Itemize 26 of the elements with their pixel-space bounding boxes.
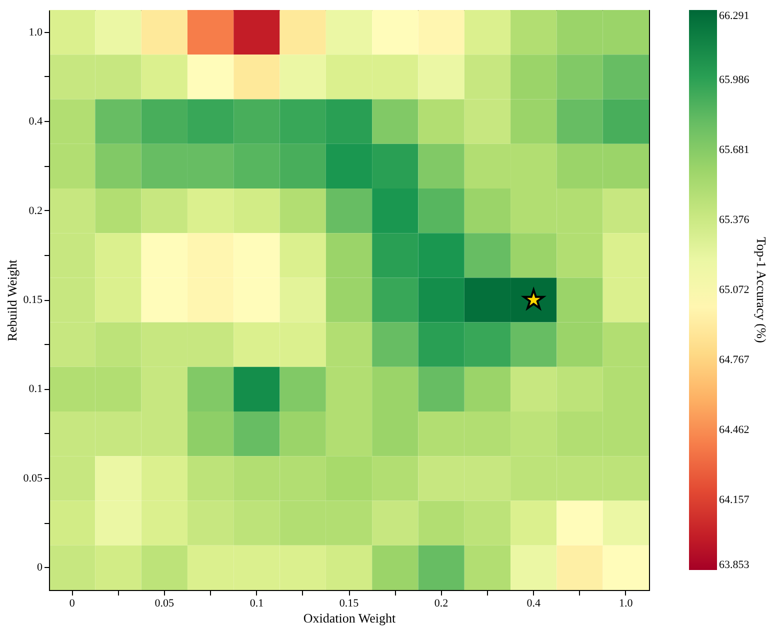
x-tick-label: 0.05 [154,598,175,610]
color-bar-label: 65.681 [719,144,750,156]
color-bar-label: 65.072 [719,284,750,296]
y-tick-label: 1.0 [28,26,43,38]
y-tick-label: 0.1 [28,383,42,396]
y-tick-label: 0.05 [23,472,43,484]
x-tick-label: 0.4 [526,598,541,610]
x-tick-label: 0.15 [339,598,360,610]
x-tick-label: 0 [69,598,76,610]
y-axis-title: Rebuild Weight [4,259,20,342]
color-bar-title: Top-1 Accuracy (%) [754,237,769,343]
x-tick-label: 1.0 [619,598,634,610]
color-bar-label: 64.157 [719,494,750,506]
x-tick-label: 0.1 [250,598,264,610]
color-bar-label: 63.853 [719,559,750,571]
color-bar-label: 64.767 [719,354,750,366]
y-tick-label: 0.2 [28,204,42,217]
color-bar-label: 65.376 [719,214,750,226]
y-tick-label: 0.4 [28,116,43,128]
color-bar-label: 65.986 [719,74,750,86]
x-tick-label: 0.2 [434,598,448,610]
x-axis-title: Oxidation Weight [303,610,396,626]
y-tick-label: 0.15 [23,294,43,306]
color-bar-label: 66.291 [719,10,750,22]
y-tick-label: 0 [37,562,43,574]
color-bar-label: 64.462 [719,424,750,436]
